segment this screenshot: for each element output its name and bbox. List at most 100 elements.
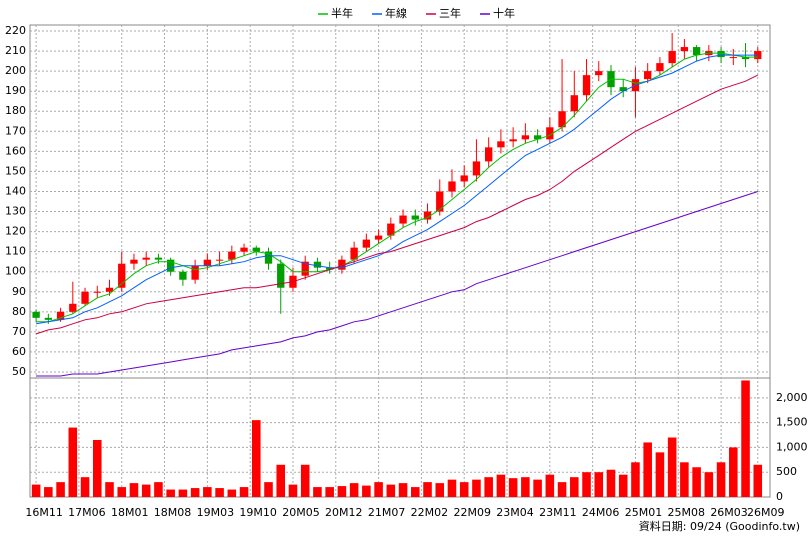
candle-body [374, 235, 383, 240]
volume-bar [178, 489, 188, 497]
volume-bar [325, 487, 334, 497]
volume-bar [239, 487, 249, 497]
volume-bar [484, 477, 493, 497]
ma-line [35, 74, 759, 335]
volume-bar [472, 479, 481, 497]
candle-body [595, 71, 603, 76]
volume-bar [704, 472, 714, 497]
volume-bar [129, 483, 139, 497]
volume-bar [252, 420, 261, 497]
candle-body [191, 265, 199, 280]
x-tick-label: 16M11 [25, 506, 63, 519]
candle-body [32, 311, 40, 318]
candle-body [338, 259, 346, 270]
volume-bar [594, 472, 604, 497]
y2-tick-label: 1,500 [776, 416, 808, 429]
volume-bar [215, 488, 224, 497]
candle-body [93, 291, 101, 293]
volume-bar [300, 464, 310, 497]
volume-bar [190, 488, 200, 497]
volume-bar [729, 447, 738, 497]
volume-bar [68, 427, 78, 497]
volume-bar [570, 477, 579, 497]
candle-body [436, 191, 444, 212]
candle-body [215, 259, 224, 261]
volume-bar [92, 439, 102, 497]
candle-body [81, 291, 89, 304]
x-tick-label: 22M09 [453, 506, 491, 519]
x-tick-label: 25M01 [625, 506, 663, 519]
y2-tick-label: 500 [776, 465, 797, 478]
volume-bar [655, 452, 665, 497]
candle-body [558, 111, 566, 128]
volume-bar [680, 462, 689, 497]
volume-bar [521, 477, 530, 497]
y-tick-label: 210 [5, 44, 26, 57]
candle-body [741, 57, 750, 60]
candle-body [301, 261, 309, 276]
y-tick-label: 60 [12, 345, 26, 358]
y-tick-label: 80 [12, 305, 26, 318]
x-tick-label: 19M03 [197, 506, 235, 519]
volume-bar [692, 467, 701, 497]
volume-bar [203, 487, 212, 497]
candle-body [497, 141, 505, 148]
volume-bar [423, 482, 432, 497]
y2-tick-label: 2,000 [776, 391, 808, 404]
y-tick-label: 70 [12, 325, 26, 338]
y-tick-label: 120 [5, 225, 26, 238]
candle-body [521, 135, 530, 140]
volume-bar [337, 486, 347, 497]
volume-bar [80, 477, 90, 497]
candle-body [546, 127, 554, 140]
volume-bar [631, 462, 640, 497]
candle-body [668, 51, 676, 64]
x-tick-label: 26M09 [747, 506, 785, 519]
plot-frame [29, 24, 771, 498]
volume-bar [667, 437, 677, 497]
x-tick-label: 24M06 [582, 506, 620, 519]
candle-body [277, 263, 285, 288]
x-tick-label: 23M11 [539, 506, 577, 519]
volume-bar [154, 482, 163, 497]
legend-label: 十年 [493, 6, 515, 20]
legend-label: 半年 [331, 6, 353, 20]
candle-body [228, 251, 236, 260]
volume-bar [459, 482, 469, 497]
y-tick-label: 160 [5, 144, 26, 157]
volume-bar [105, 482, 114, 497]
x-tick-label: 19M10 [239, 506, 277, 519]
candle-body [619, 87, 627, 92]
volume-bar [447, 479, 457, 497]
x-tick-label: 17M06 [68, 506, 106, 519]
legend-label: 三年 [439, 6, 461, 20]
volume-bar [374, 482, 383, 497]
ma-line [36, 54, 758, 325]
volume-bar [386, 484, 396, 497]
volume-bar [582, 472, 591, 497]
candle-body [729, 57, 737, 59]
candle-body [44, 317, 53, 320]
volume-bar [276, 464, 286, 497]
candle-body [448, 181, 456, 192]
volume-bar [398, 483, 408, 497]
volume-bar [31, 484, 41, 497]
volume-bar [545, 474, 555, 497]
y-tick-label: 150 [5, 164, 26, 177]
volume-bar [606, 469, 616, 497]
candle-body [411, 215, 419, 220]
volume-bar [166, 489, 175, 497]
y-tick-label: 190 [5, 84, 26, 97]
candle-body [179, 271, 187, 280]
candle-body [423, 211, 432, 220]
volume-bar [141, 484, 151, 497]
volume-bar [508, 478, 518, 497]
y-tick-label: 90 [12, 285, 26, 298]
source-note: 資料日期: 09/24 (Goodinfo.tw) [639, 519, 800, 533]
candle-body [326, 267, 334, 270]
candle-body [472, 161, 481, 176]
y2-tick-label: 0 [776, 490, 783, 503]
candle-body [69, 303, 77, 312]
ma-line [36, 52, 758, 323]
ma-line [36, 191, 758, 377]
